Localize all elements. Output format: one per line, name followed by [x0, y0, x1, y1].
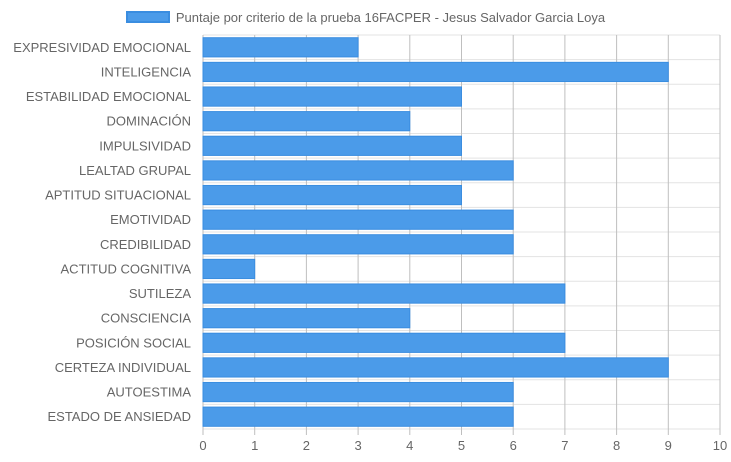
bar [202, 406, 514, 427]
legend-label: Puntaje por criterio de la prueba 16FACP… [175, 9, 606, 25]
bar [202, 184, 462, 206]
y-tick-label: LEALTAD GRUPAL [79, 163, 191, 178]
bar [202, 332, 566, 353]
y-tick-label: CONSCIENCIA [101, 311, 192, 326]
x-tick-label: 7 [561, 438, 568, 453]
bar [202, 160, 514, 181]
y-tick-label: ESTADO DE ANSIEDAD [47, 409, 191, 424]
bar [202, 135, 462, 156]
bar [202, 357, 669, 378]
y-tick-label: EMOTIVIDAD [110, 212, 191, 227]
bar [202, 37, 359, 58]
bar [202, 283, 566, 304]
x-tick-label: 4 [406, 438, 413, 453]
bar [202, 209, 514, 230]
y-tick-label: EXPRESIVIDAD EMOCIONAL [13, 40, 191, 55]
x-tick-label: 5 [458, 438, 465, 453]
bar [202, 381, 514, 403]
x-tick-label: 3 [354, 438, 361, 453]
bar [202, 86, 462, 107]
y-tick-label: ESTABILIDAD EMOCIONAL [26, 89, 191, 104]
y-tick-label: ACTITUD COGNITIVA [61, 261, 192, 276]
y-tick-label: CREDIBILIDAD [100, 237, 191, 252]
bar [202, 111, 411, 132]
x-tick-label: 1 [251, 438, 258, 453]
legend-swatch [125, 11, 170, 23]
bar [202, 258, 256, 280]
y-tick-label: AUTOESTIMA [107, 385, 192, 400]
x-tick-label: 0 [199, 438, 206, 453]
y-tick-label: CERTEZA INDIVIDUAL [55, 360, 191, 375]
x-tick-label: 10 [713, 438, 727, 453]
y-tick-label: DOMINACIÓN [107, 114, 192, 129]
y-tick-label: INTELIGENCIA [101, 64, 192, 79]
x-tick-label: 6 [510, 438, 517, 453]
bar [202, 234, 514, 255]
legend[interactable]: Puntaje por criterio de la prueba 16FACP… [0, 8, 731, 26]
x-tick-label: 8 [613, 438, 620, 453]
y-tick-label: IMPULSIVIDAD [99, 138, 191, 153]
bar [202, 61, 669, 83]
x-tick-label: 2 [303, 438, 310, 453]
y-tick-label: APTITUD SITUACIONAL [45, 188, 191, 203]
x-tick-label: 9 [665, 438, 672, 453]
y-tick-label: POSICIÓN SOCIAL [76, 335, 191, 350]
bar [202, 308, 411, 329]
y-tick-label: SUTILEZA [129, 286, 191, 301]
